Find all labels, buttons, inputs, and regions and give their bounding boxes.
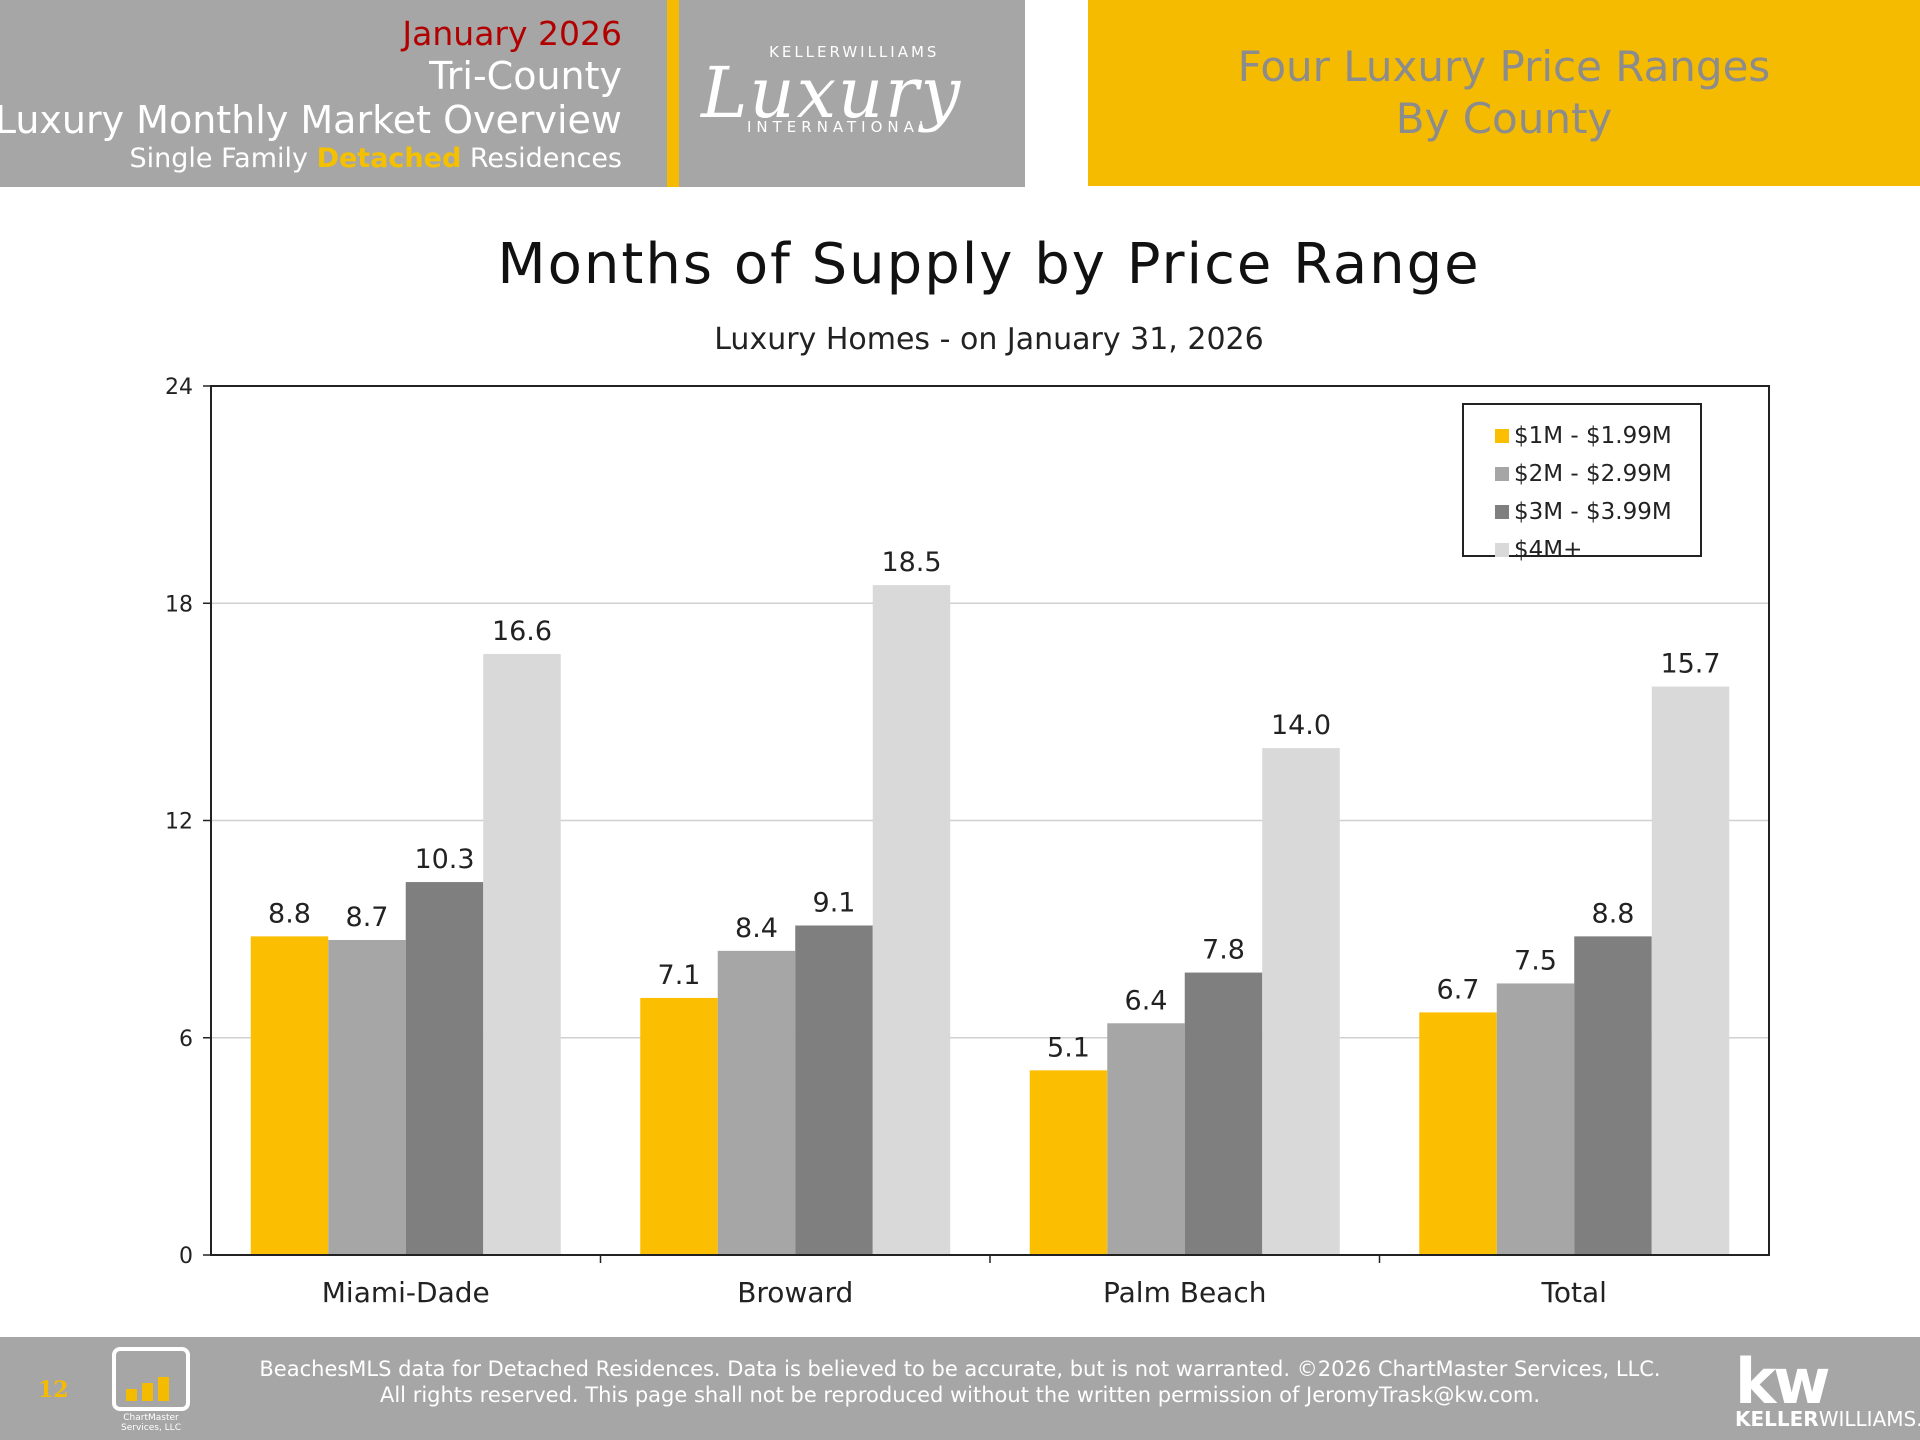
y-tick-label: 18 [165,592,193,617]
section-title-panel: Four Luxury Price Ranges By County [1088,0,1920,186]
footer: 12 ChartMaster Services, LLC BeachesMLS … [0,1337,1920,1440]
footer-disclaimer-line2: All rights reserved. This page shall not… [379,1383,1541,1407]
section-title-line1: Four Luxury Price Ranges [1237,42,1771,91]
legend-label: $3M - $3.99M [1514,499,1672,525]
bar-data-label: 10.3 [414,844,474,875]
report-region: Tri-County [429,54,622,98]
bar [717,950,796,1255]
footer-disclaimer-line1: BeachesMLS data for Detached Residences.… [259,1357,1661,1381]
bar [483,653,561,1255]
bar-data-label: 16.6 [492,616,552,647]
bar-data-label: 8.4 [735,913,778,944]
plot-frame [210,385,1770,1256]
bar-data-label: 8.8 [268,898,311,929]
bar-data-label: 5.1 [1047,1032,1090,1063]
subtitle-highlight: Detached [316,143,462,174]
bar [1184,972,1263,1255]
bar [640,997,718,1255]
report-date: January 2026 [402,14,622,53]
chartmaster-logo-icon [112,1347,190,1411]
report-subtitle: Single Family Detached Residences [130,143,622,174]
subtitle-prefix: Single Family [129,143,317,174]
bar [250,936,329,1255]
bar [328,939,406,1255]
bar-data-label: 14.0 [1271,710,1331,741]
bar-data-label: 18.5 [881,547,941,578]
bar-data-label: 7.1 [658,960,701,991]
x-category-label: Palm Beach [1103,1276,1266,1309]
bar-data-label: 6.4 [1125,985,1168,1016]
kw-name-rest: WILLIAMS. [1818,1407,1920,1431]
y-tick-label: 6 [179,1027,193,1052]
legend-label: $2M - $2.99M [1514,461,1672,487]
bar-data-label: 8.7 [346,902,389,933]
bar-data-label: 9.1 [813,888,856,919]
x-category-label: Broward [737,1276,853,1309]
bar [795,925,873,1255]
chart-subtitle: Luxury Homes - on January 31, 2026 [714,322,1264,357]
bar-data-label: 8.8 [1592,898,1635,929]
subtitle-suffix: Residences [461,143,622,174]
y-tick-label: 12 [165,810,193,835]
bar [1651,686,1730,1255]
legend-swatch [1495,429,1509,443]
header-title-panel: January 2026 Tri-County Luxury Monthly M… [0,0,667,187]
chartmaster-logo-label: ChartMaster Services, LLC [121,1413,181,1433]
section-title-line2: By County [1395,94,1613,143]
bar [1107,1023,1185,1255]
legend-label: $1M - $1.99M [1514,423,1672,449]
y-tick-label: 0 [179,1244,193,1269]
legend-swatch [1495,505,1509,519]
bar [1574,936,1652,1255]
bar [1419,1012,1497,1255]
bar-data-label: 7.8 [1202,935,1245,966]
kw-logo-name: KELLERWILLIAMS. [1735,1407,1920,1431]
page-number: 12 [38,1377,69,1403]
bar [1029,1070,1108,1255]
logo-main-text: Luxury [701,52,963,134]
logo-top-text: KELLERWILLIAMS [769,43,940,61]
x-category-label: Miami-Dade [322,1276,490,1309]
y-tick-label: 24 [165,375,193,400]
kw-name-bold: KELLER [1735,1407,1819,1431]
bar-data-label: 15.7 [1660,649,1720,680]
chart-title: Months of Supply by Price Range [497,232,1481,297]
bar [1496,983,1575,1255]
report-title: Luxury Monthly Market Overview [0,98,622,142]
bar [1262,748,1340,1255]
x-category-label: Total [1541,1276,1607,1309]
bar [405,882,484,1255]
bar-chart: 0 6 12 18 24 8.8 8.7 10.3 16.6 Miami-Dade 7.1 8.4 9.… [165,375,1770,1309]
legend-swatch [1495,467,1509,481]
logo-bottom-text: INTERNATIONAL [747,118,933,136]
bar-data-label: 7.5 [1514,945,1557,976]
header-accent-bar [667,0,679,187]
legend-label: $4M+ [1514,537,1582,563]
bar-data-label: 6.7 [1437,974,1480,1005]
legend-swatch [1495,543,1509,557]
luxury-logo: KELLERWILLIAMS Luxury INTERNATIONAL [679,0,1025,187]
bar [872,585,951,1255]
kw-logo-icon: kw [1735,1345,1831,1418]
